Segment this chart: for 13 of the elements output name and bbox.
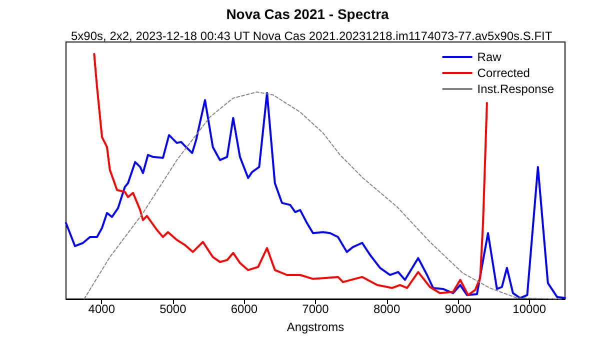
chart-subtitle: 5x90s, 2x2, 2023-12-18 00:43 UT Nova Cas 2021.20231218.im1174073-77.av5x90s.S.FIT: [71, 29, 553, 43]
legend-label: Inst.Response: [477, 82, 554, 96]
x-tick-label: 10000: [512, 302, 546, 316]
x-tick-label: 4000: [88, 302, 116, 316]
x-tick-label: 8000: [373, 302, 400, 316]
x-tick-label: 6000: [230, 302, 258, 316]
chart-title: Nova Cas 2021 - Spectra: [226, 6, 390, 22]
x-tick-label: 9000: [444, 302, 472, 316]
legend-label: Raw: [477, 50, 502, 64]
x-tick-label: 5000: [160, 302, 187, 316]
legend-label: Corrected: [477, 66, 530, 80]
x-tick-label: 7000: [302, 302, 330, 316]
x-axis-title: Angstroms: [286, 320, 344, 334]
